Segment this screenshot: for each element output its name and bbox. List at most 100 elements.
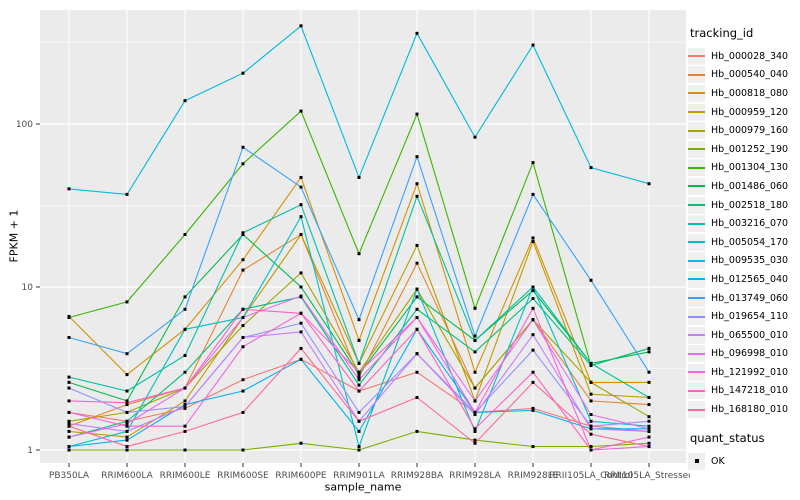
- data-point: [67, 445, 71, 449]
- data-point: [473, 338, 477, 342]
- data-point: [241, 71, 245, 75]
- legend-label: Hb_000540_040: [711, 69, 789, 81]
- data-point: [415, 194, 419, 198]
- data-point: [357, 338, 361, 342]
- data-point: [67, 399, 71, 403]
- data-point: [357, 252, 361, 256]
- legend-title-quant-status: quant_status: [690, 430, 765, 445]
- data-point: [183, 327, 187, 331]
- data-point: [415, 243, 419, 247]
- legend-label: Hb_012565_040: [711, 273, 789, 285]
- x-axis-title: sample_name: [324, 480, 402, 494]
- data-point: [589, 399, 593, 403]
- data-point: [531, 285, 535, 289]
- data-point: [589, 432, 593, 436]
- data-point: [67, 380, 71, 384]
- legend-key: [688, 233, 705, 251]
- data-point: [531, 406, 535, 410]
- x-tick-label: RRIM901LA: [333, 471, 385, 481]
- legend-key: [688, 326, 705, 344]
- legend-label: Hb_013749_060: [711, 292, 789, 304]
- legend-item-Hb_002518_180: Hb_002518_180: [688, 196, 800, 215]
- x-tick-label: RRIM928LA: [449, 471, 501, 481]
- legend-item-Hb_001304_130: Hb_001304_130: [688, 159, 800, 178]
- legend-item-Hb_019654_110: Hb_019654_110: [688, 307, 800, 326]
- data-point: [531, 161, 535, 165]
- data-point: [183, 404, 187, 408]
- data-point: [299, 285, 303, 289]
- data-point: [589, 363, 593, 367]
- data-point: [589, 445, 593, 449]
- data-point: [473, 334, 477, 338]
- data-point: [357, 389, 361, 393]
- data-point: [473, 429, 477, 433]
- legend-item-Hb_009535_030: Hb_009535_030: [688, 252, 800, 271]
- data-point: [415, 287, 419, 291]
- data-point: [125, 401, 129, 405]
- x-tick-label: RRIM600SE: [217, 471, 269, 481]
- legend-item-Hb_168180_010: Hb_168180_010: [688, 400, 800, 419]
- data-point: [531, 348, 535, 352]
- series-color-swatch: [688, 371, 705, 374]
- data-point: [357, 378, 361, 382]
- legend-key: [688, 177, 705, 195]
- data-point: [357, 318, 361, 322]
- x-tick-label: RRIM928BA: [391, 471, 444, 481]
- series-color-swatch: [688, 389, 705, 392]
- legend-items: Hb_000028_340 Hb_000540_040 Hb_000818_080 H…: [688, 47, 800, 419]
- legend-item-Hb_005054_170: Hb_005054_170: [688, 233, 800, 252]
- x-tick-label: RRIM600PE: [275, 471, 327, 481]
- data-point: [299, 271, 303, 275]
- data-point: [299, 185, 303, 189]
- data-point: [299, 24, 303, 28]
- data-point: [183, 448, 187, 452]
- legend-label: Hb_000028_340: [711, 50, 789, 62]
- data-point: [357, 383, 361, 387]
- data-point: [589, 380, 593, 384]
- data-point: [125, 403, 129, 407]
- legend-key: [688, 122, 705, 140]
- data-point: [531, 43, 535, 47]
- data-point: [299, 215, 303, 219]
- data-point: [415, 429, 419, 433]
- data-point: [473, 306, 477, 310]
- data-point: [357, 410, 361, 414]
- data-point: [299, 321, 303, 325]
- data-point: [531, 297, 535, 301]
- data-point: [67, 315, 71, 319]
- data-point: [647, 395, 651, 399]
- legend-label: Hb_019654_110: [711, 311, 789, 323]
- data-point: [241, 389, 245, 393]
- data-point: [241, 258, 245, 262]
- legend-item-Hb_147218_010: Hb_147218_010: [688, 382, 800, 401]
- data-point: [67, 424, 71, 428]
- data-point: [357, 370, 361, 374]
- data-point: [357, 175, 361, 179]
- data-point: [415, 395, 419, 399]
- data-point: [415, 315, 419, 319]
- legend-label: Hb_009535_030: [711, 255, 789, 267]
- data-point: [415, 352, 419, 356]
- data-point: [183, 307, 187, 311]
- series-color-swatch: [688, 408, 705, 411]
- data-point: [647, 445, 651, 449]
- data-point: [647, 380, 651, 384]
- data-point: [67, 419, 71, 423]
- legend-key: [688, 47, 705, 65]
- data-point: [67, 422, 71, 426]
- data-point: [183, 386, 187, 390]
- data-point: [241, 162, 245, 166]
- data-point: [67, 429, 71, 433]
- data-point: [67, 410, 71, 414]
- series-color-swatch: [688, 111, 705, 114]
- data-point: [473, 438, 477, 442]
- data-point: [241, 378, 245, 382]
- legend-item-Hb_065500_010: Hb_065500_010: [688, 326, 800, 345]
- data-point: [241, 335, 245, 339]
- data-point: [183, 399, 187, 403]
- data-point: [473, 399, 477, 403]
- y-tick-label: 1: [27, 446, 33, 456]
- legend-label: Hb_001304_130: [711, 162, 789, 174]
- legend-item-Hb_121992_010: Hb_121992_010: [688, 363, 800, 382]
